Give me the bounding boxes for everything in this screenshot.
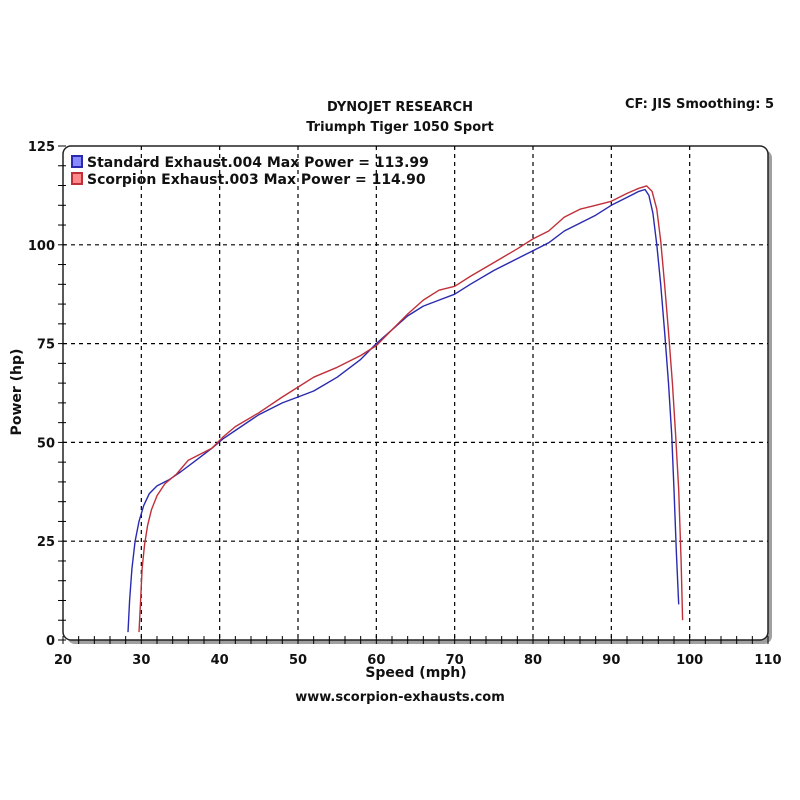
- x-tick-label: 70: [446, 653, 464, 668]
- data-series: [127, 185, 684, 633]
- y-tick-label: 100: [28, 239, 55, 254]
- y-tick-label: 125: [28, 140, 55, 155]
- x-tick-label: 90: [602, 653, 620, 668]
- frame-border: [62, 145, 769, 641]
- y-tick-label: 75: [37, 338, 55, 353]
- y-axis-title: Power (hp): [9, 349, 25, 436]
- series-line-1: [138, 185, 684, 633]
- footer-url: www.scorpion-exhausts.com: [295, 690, 505, 705]
- x-tick-label: 60: [367, 653, 385, 668]
- y-tick-label: 50: [37, 436, 55, 451]
- x-tick-label: 100: [676, 653, 703, 668]
- x-tick-label: 20: [54, 653, 72, 668]
- series-line-0: [127, 188, 680, 633]
- legend: Standard Exhaust.004 Max Power = 113.99S…: [71, 155, 429, 188]
- legend-label: Scorpion Exhaust.003 Max Power = 114.90: [87, 172, 426, 188]
- y-tick-label: 25: [37, 535, 55, 550]
- y-tick-label: 0: [46, 634, 55, 649]
- x-tick-label: 50: [289, 653, 307, 668]
- legend-label: Standard Exhaust.004 Max Power = 113.99: [87, 155, 429, 171]
- plot-grid: [63, 146, 768, 640]
- x-tick-label: 110: [754, 653, 781, 668]
- x-tick-label: 30: [132, 653, 150, 668]
- plot-frame: [62, 145, 772, 644]
- chart-title: DYNOJET RESEARCH: [327, 100, 473, 115]
- chart-subtitle: Triumph Tiger 1050 Sport: [306, 120, 494, 135]
- x-tick-label: 80: [524, 653, 542, 668]
- x-tick-label: 40: [211, 653, 229, 668]
- axis-ticks: 20 30 40 50 60 70 80 90 100 110 0 25 50 75 100 125: [28, 140, 782, 668]
- settings-label: CF: JIS Smoothing: 5: [624, 97, 774, 112]
- legend-swatch: [71, 172, 83, 185]
- legend-swatch: [71, 155, 83, 168]
- x-axis-title: Speed (mph): [365, 665, 466, 681]
